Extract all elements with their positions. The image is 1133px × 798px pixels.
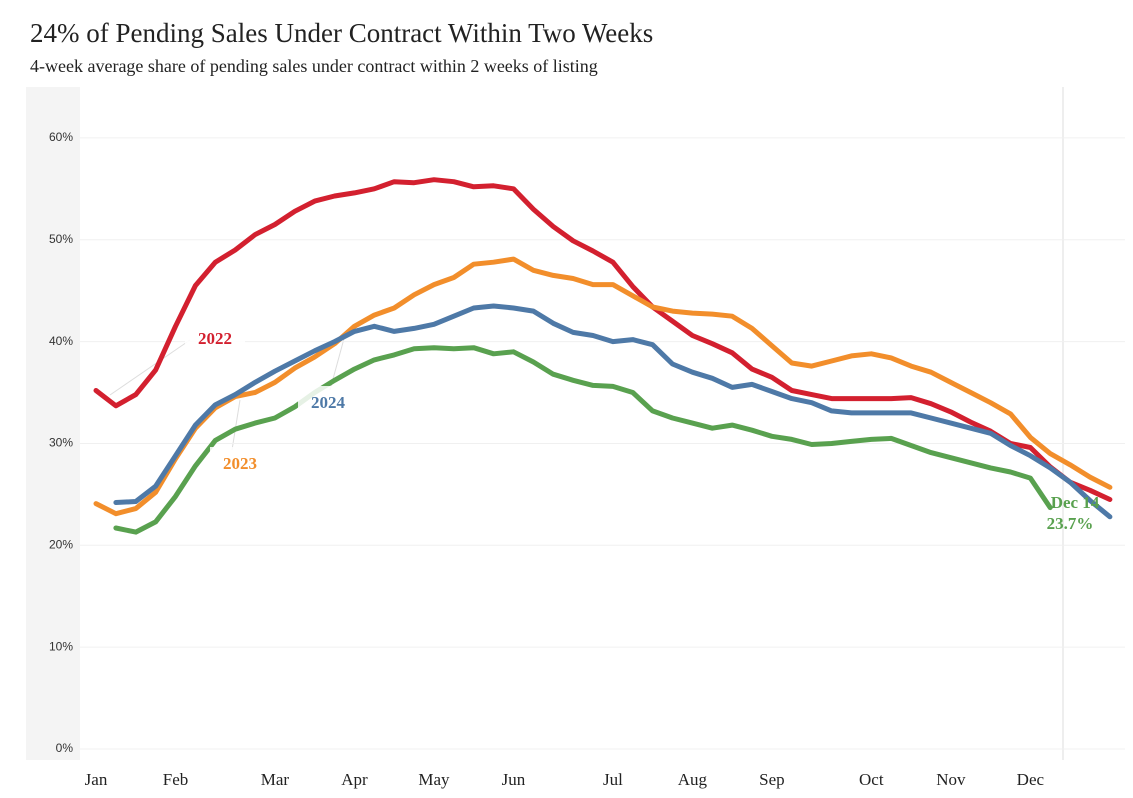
chart-title: 24% of Pending Sales Under Contract With… (30, 18, 653, 48)
axis-band (26, 87, 80, 760)
series-label: 2022 (198, 329, 232, 348)
label-bg (298, 386, 358, 416)
x-tick-label: Feb (163, 770, 189, 789)
leader-line (109, 339, 191, 396)
chart-subtitle: 4-week average share of pending sales un… (30, 56, 598, 76)
annotation: Dec 14 (1051, 493, 1100, 512)
x-tick-label: Aug (678, 770, 708, 789)
series-line (113, 345, 1053, 535)
x-tick-label: Jan (85, 770, 108, 789)
series-line (93, 256, 1113, 517)
x-tick-label: Jul (603, 770, 623, 789)
label-bg (185, 322, 245, 352)
x-tick-label: Jun (502, 770, 526, 789)
x-tick-label: Nov (936, 770, 966, 789)
y-tick-label: 40% (49, 334, 73, 348)
y-tick-label: 0% (56, 741, 74, 755)
x-tick-label: Sep (759, 770, 785, 789)
x-tick-label: Mar (261, 770, 290, 789)
y-tick-label: 20% (49, 537, 73, 551)
y-tick-label: 50% (49, 232, 73, 246)
leader-line (231, 399, 241, 451)
x-tick-label: May (418, 770, 450, 789)
y-tick-label: 10% (49, 639, 73, 653)
annotation: 23.7% (1047, 514, 1094, 533)
series-line (113, 303, 1113, 520)
label-bg (210, 447, 270, 477)
y-tick-label: 30% (49, 436, 73, 450)
y-tick-label: 60% (49, 130, 73, 144)
x-tick-label: Dec (1017, 770, 1045, 789)
x-tick-label: Oct (859, 770, 884, 789)
x-tick-label: Apr (341, 770, 368, 789)
series-line (93, 177, 1113, 502)
series-label: 2024 (311, 393, 346, 412)
series-label: 2023 (223, 454, 257, 473)
